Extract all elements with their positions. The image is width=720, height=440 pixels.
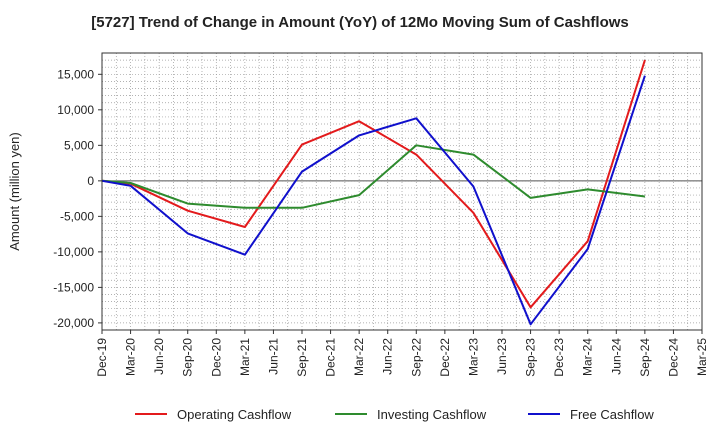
x-tick-label: Mar-22 (352, 338, 366, 376)
y-tick-label: 10,000 (57, 103, 94, 117)
x-tick-label: Mar-20 (124, 338, 138, 376)
x-tick-label: Jun-20 (152, 338, 166, 375)
x-tick-label: Dec-20 (209, 338, 223, 377)
y-tick-label: 0 (87, 174, 94, 188)
y-tick-label: -5,000 (60, 209, 94, 223)
y-tick-label: 15,000 (57, 67, 94, 81)
y-axis-ticks: 15,000 10,000 5,000 0 -5,000 -10,000 -15,000 -2… (53, 67, 102, 330)
series-line-investing-cashflow (101, 144, 646, 209)
x-axis-ticks: Dec-19 Mar-20 Jun-20 Sep-20 Dec-20 Mar-21 Jun-… (95, 330, 709, 377)
legend: Operating Cashflow Investing Cashflow Free… (135, 407, 654, 422)
legend-label: Operating Cashflow (177, 407, 292, 422)
x-tick-label: Dec-22 (438, 338, 452, 377)
plot-frame (101, 52, 703, 331)
x-tick-label: Jun-21 (266, 338, 280, 375)
y-tick-label: 5,000 (64, 138, 94, 152)
series-line-free-cashflow (101, 75, 646, 326)
series-group (101, 59, 646, 326)
y-tick-label: -20,000 (53, 316, 94, 330)
x-tick-label: Jun-24 (609, 338, 623, 375)
x-tick-label: Jun-23 (495, 338, 509, 375)
x-tick-label: Mar-25 (695, 338, 709, 376)
x-tick-label: Sep-21 (295, 338, 309, 377)
x-tick-label: Mar-23 (466, 338, 480, 376)
x-tick-label: Sep-24 (638, 338, 652, 377)
x-tick-label: Dec-24 (666, 338, 680, 377)
series-line-operating-cashflow (101, 59, 646, 309)
chart-title: [5727] Trend of Change in Amount (YoY) o… (91, 14, 629, 31)
y-tick-label: -10,000 (53, 245, 94, 259)
legend-label: Investing Cashflow (377, 407, 487, 422)
x-tick-label: Dec-21 (324, 338, 338, 377)
x-tick-label: Dec-23 (552, 338, 566, 377)
x-tick-label: Dec-19 (95, 338, 109, 377)
x-tick-label: Jun-22 (381, 338, 395, 375)
x-tick-label: Mar-24 (581, 338, 595, 376)
x-tick-label: Sep-23 (524, 338, 538, 377)
x-tick-label: Mar-21 (238, 338, 252, 376)
x-tick-label: Sep-20 (181, 338, 195, 377)
x-tick-label: Sep-22 (409, 338, 423, 377)
legend-label: Free Cashflow (570, 407, 654, 422)
y-axis-label: Amount (million yen) (7, 132, 22, 251)
y-tick-label: -15,000 (53, 280, 94, 294)
